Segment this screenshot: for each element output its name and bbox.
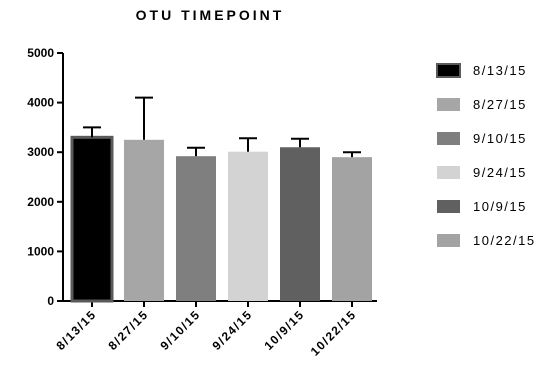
- legend-swatch: [437, 166, 460, 179]
- legend-swatch: [437, 200, 460, 213]
- legend-label: 10/22/15: [473, 233, 536, 248]
- legend-label: 10/9/15: [473, 199, 527, 214]
- x-axis: 8/13/15 8/27/15 9/10/15 9/24/15 10/9/15 10/22…: [53, 300, 377, 359]
- legend-swatch: [437, 132, 460, 145]
- legend-label: 9/10/15: [473, 131, 527, 146]
- legend: 8/13/15 8/27/15 9/10/15 9/24/15 10/9/15 10/22…: [436, 63, 536, 248]
- y-tick-label: 5000: [27, 46, 54, 60]
- bar: [280, 147, 320, 301]
- x-tick-label: 9/10/15: [157, 307, 203, 353]
- chart-title: OTU TIMEPOINT: [136, 7, 285, 23]
- y-tick-label: 4000: [27, 96, 54, 110]
- legend-swatch: [436, 63, 461, 78]
- legend-swatch: [437, 98, 460, 111]
- legend-label: 8/13/15: [473, 63, 527, 78]
- x-tick-label: 8/27/15: [105, 307, 151, 353]
- y-tick-label: 2000: [27, 195, 54, 209]
- bar: [176, 156, 216, 301]
- bar: [70, 135, 114, 303]
- x-tick-label: 10/22/15: [308, 307, 359, 358]
- x-tick-label: 10/9/15: [261, 307, 307, 353]
- error-bars: [83, 96, 361, 158]
- y-tick-label: 1000: [27, 244, 54, 258]
- bars: [70, 135, 372, 303]
- bar: [228, 151, 268, 301]
- x-tick-label: 9/24/15: [209, 307, 255, 353]
- y-tick-label: 0: [47, 294, 54, 308]
- y-tick-label: 3000: [27, 145, 54, 159]
- legend-label: 8/27/15: [473, 97, 527, 112]
- bar: [332, 157, 372, 301]
- x-tick-label: 8/13/15: [53, 307, 99, 353]
- legend-label: 9/24/15: [473, 165, 527, 180]
- y-axis: 0 1000 2000 3000 4000 5000: [27, 46, 64, 308]
- bar: [124, 139, 164, 301]
- legend-swatch: [437, 234, 460, 247]
